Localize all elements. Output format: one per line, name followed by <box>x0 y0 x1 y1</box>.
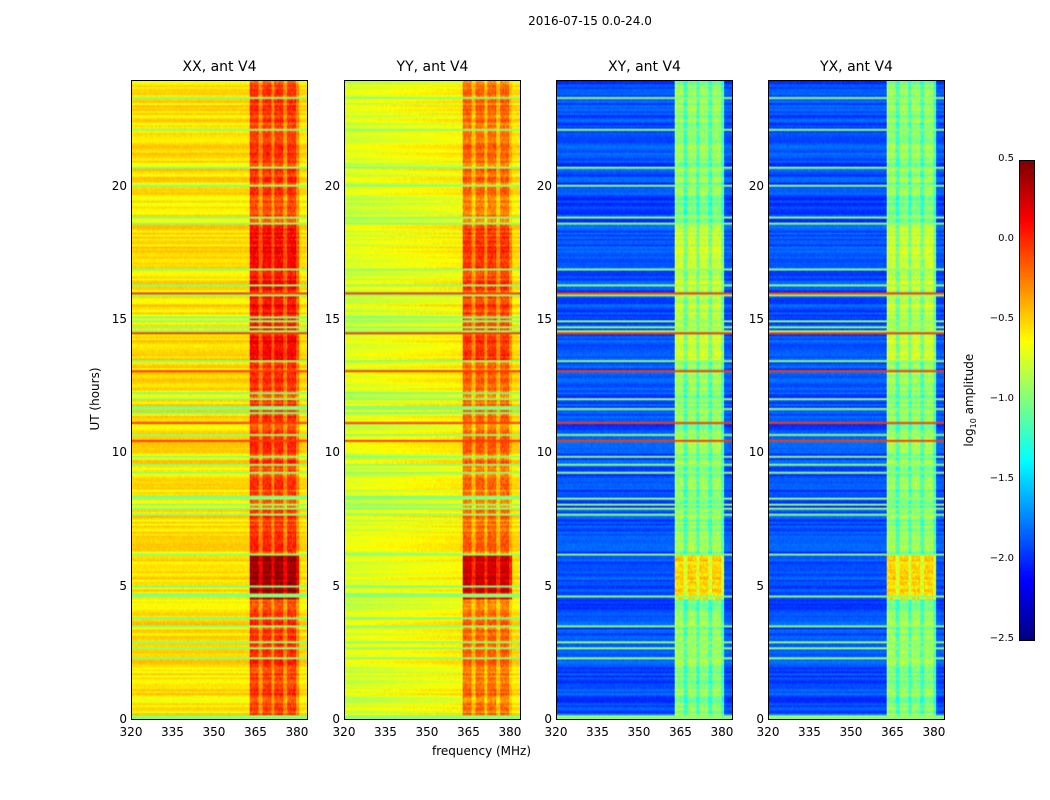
y-axis-label: UT (hours) <box>88 367 102 431</box>
colorbar-label: log10 amplitude <box>961 353 979 447</box>
y-tick-label: 0 <box>756 712 764 726</box>
y-tick-label: 20 <box>111 178 127 193</box>
y-tick-label: 20 <box>324 178 340 193</box>
colorbar-tick-label: 0.0 <box>998 233 1014 244</box>
x-tick-label: 335 <box>586 725 609 739</box>
heatmap-yy <box>344 80 521 720</box>
y-tick-label: 0 <box>119 712 127 726</box>
y-tick-label: 5 <box>544 578 552 593</box>
y-tick-label: 5 <box>332 578 340 593</box>
y-tick-label: 20 <box>748 178 764 193</box>
x-tick-label: 350 <box>202 725 226 739</box>
y-tick-label: 15 <box>111 312 127 326</box>
colorbar-tick-label: 0.5 <box>998 153 1014 164</box>
heatmap-xy <box>556 80 733 720</box>
panel-title: XY, ant V4 <box>608 59 681 75</box>
colorbar-tick-label: −1.0 <box>989 393 1014 404</box>
heatmap-yx <box>768 80 945 720</box>
x-tick-label: 335 <box>798 725 821 739</box>
x-tick-label: 365 <box>457 725 480 739</box>
y-tick-label: 15 <box>748 312 764 326</box>
y-tick-label: 15 <box>536 312 552 326</box>
panel-title: YX, ant V4 <box>820 59 893 75</box>
x-tick-label: 335 <box>374 725 397 739</box>
x-tick-label: 350 <box>415 725 439 739</box>
x-tick-label: 320 <box>544 725 568 739</box>
colorbar-tick-label: −0.5 <box>989 313 1014 324</box>
x-tick-label: 380 <box>498 725 522 739</box>
x-tick-label: 335 <box>161 725 184 739</box>
y-tick-label: 10 <box>748 445 764 460</box>
x-tick-label: 365 <box>669 725 692 739</box>
x-tick-label: 380 <box>922 725 946 739</box>
colorbar-tick-label: −2.5 <box>989 633 1014 644</box>
y-tick-label: 5 <box>756 578 764 593</box>
heatmap-xx <box>131 80 308 720</box>
x-axis-label: frequency (MHz) <box>432 744 532 758</box>
y-tick-label: 0 <box>332 712 340 726</box>
colorbar-tick-label: −2.0 <box>989 553 1014 564</box>
x-tick-label: 320 <box>332 725 356 739</box>
x-tick-label: 365 <box>244 725 267 739</box>
x-tick-label: 380 <box>285 725 309 739</box>
y-tick-label: 0 <box>544 712 552 726</box>
colorbar <box>1019 160 1035 641</box>
x-tick-label: 350 <box>839 725 863 739</box>
panel-title: XX, ant V4 <box>182 59 257 75</box>
y-tick-label: 5 <box>119 578 127 593</box>
colorbar-tick-label: −1.5 <box>989 473 1014 484</box>
x-tick-label: 365 <box>881 725 904 739</box>
y-tick-label: 10 <box>111 445 127 460</box>
x-tick-label: 320 <box>119 725 143 739</box>
panel-title: YY, ant V4 <box>396 59 469 75</box>
y-tick-label: 10 <box>536 445 552 460</box>
x-tick-label: 380 <box>710 725 734 739</box>
x-tick-label: 320 <box>756 725 780 739</box>
y-tick-label: 20 <box>536 178 552 193</box>
y-tick-label: 15 <box>324 312 340 326</box>
y-tick-label: 10 <box>324 445 340 460</box>
x-tick-label: 350 <box>627 725 651 739</box>
figure-title: 2016-07-15 0.0-24.0 <box>528 14 652 28</box>
